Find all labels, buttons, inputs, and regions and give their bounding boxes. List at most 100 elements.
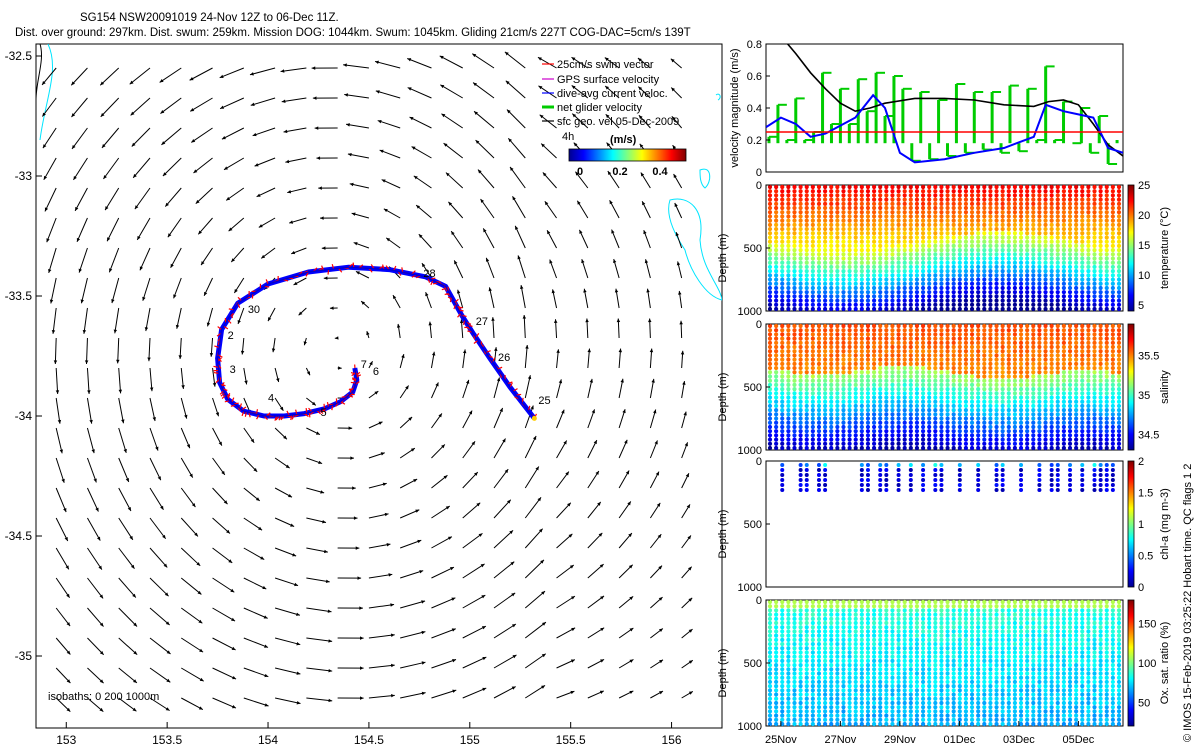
geo-arrow-300 bbox=[243, 487, 261, 502]
geo-arrow-359 bbox=[118, 577, 137, 598]
swim-vector-125 bbox=[220, 392, 226, 397]
salinity-section-ytick-label-1: 500 bbox=[744, 382, 762, 394]
geo-arrow-282 bbox=[337, 456, 354, 460]
geo-arrow-417 bbox=[618, 627, 634, 639]
swim-vector-115 bbox=[213, 365, 219, 368]
swim-vector-101 bbox=[227, 319, 232, 324]
day-label-7: 4 bbox=[268, 393, 274, 405]
geo-arrow-458 bbox=[587, 690, 605, 699]
swim-vector-134 bbox=[239, 403, 243, 409]
geo-arrow-133 bbox=[260, 247, 276, 259]
swim-vector-61 bbox=[401, 267, 404, 273]
map-ytick-label-0: -32.5 bbox=[5, 49, 33, 63]
map-xtick-label-3: 154.5 bbox=[354, 733, 384, 747]
swim-vector-196 bbox=[350, 371, 356, 375]
geo-arrow-73 bbox=[347, 152, 370, 159]
geo-arrow-75 bbox=[411, 146, 432, 159]
geo-arrow-378 bbox=[55, 607, 71, 627]
geo-arrow-218 bbox=[305, 367, 311, 376]
temperature-section-ylabel: Depth (m) bbox=[717, 234, 729, 283]
geo-arrow-429 bbox=[337, 666, 364, 670]
geo-arrow-312 bbox=[618, 470, 630, 489]
geo-arrow-280 bbox=[274, 457, 290, 469]
geo-arrow-52 bbox=[345, 123, 369, 129]
geo-arrow-376 bbox=[650, 565, 663, 579]
map-ytick-label-4: -34.5 bbox=[5, 529, 33, 543]
geo-arrow-113 bbox=[289, 217, 307, 224]
geo-arrow-381 bbox=[149, 607, 170, 626]
geo-arrow-108 bbox=[136, 217, 151, 241]
geo-arrow-275 bbox=[118, 457, 130, 483]
salinity-section-profiles bbox=[767, 323, 1123, 451]
date-tick-label-0: 25Nov bbox=[765, 734, 797, 746]
date-tick-label-3: 01Dec bbox=[943, 734, 975, 746]
swim-vector-22 bbox=[473, 339, 479, 344]
day-label-9: 6 bbox=[373, 366, 379, 378]
geo-arrow-99 bbox=[509, 166, 526, 189]
geo-arrow-14 bbox=[472, 53, 495, 69]
legend-colorbar-tick-1: 0.2 bbox=[612, 166, 627, 178]
geo-arrow-44 bbox=[101, 127, 120, 149]
swim-vector-68 bbox=[368, 268, 373, 273]
geo-arrow-324 bbox=[337, 516, 358, 520]
geo-arrow-285 bbox=[431, 444, 446, 459]
geo-arrow-392 bbox=[493, 592, 516, 609]
geo-arrow-19 bbox=[637, 57, 651, 69]
geo-arrow-132 bbox=[230, 247, 245, 263]
geo-arrow-70 bbox=[254, 157, 276, 167]
geo-arrow-450 bbox=[337, 696, 364, 700]
geo-arrow-323 bbox=[306, 517, 327, 524]
geo-arrow-449 bbox=[306, 697, 333, 703]
swim-vector-95 bbox=[237, 296, 242, 302]
swim-vector-9 bbox=[507, 381, 513, 385]
geo-arrow-51 bbox=[314, 126, 338, 130]
geo-arrow-422 bbox=[118, 667, 138, 684]
geo-arrow-177 bbox=[329, 306, 338, 310]
swim-vector-98 bbox=[228, 308, 234, 311]
geo-arrow-452 bbox=[400, 691, 426, 699]
geo-arrow-109 bbox=[167, 217, 182, 238]
geo-arrow-434 bbox=[493, 654, 517, 669]
geo-arrow-453 bbox=[431, 689, 457, 699]
day-label-3: 28 bbox=[423, 268, 435, 280]
geo-arrow-172 bbox=[175, 307, 182, 329]
geo-arrow-148 bbox=[80, 277, 88, 304]
swim-vector-71 bbox=[352, 262, 355, 268]
geo-arrow-56 bbox=[473, 110, 495, 129]
geo-arrow-382 bbox=[180, 607, 203, 624]
geo-arrow-233 bbox=[118, 397, 125, 424]
swim-vector-96 bbox=[237, 302, 241, 309]
geo-arrow-129 bbox=[139, 247, 151, 271]
geo-arrow-207 bbox=[616, 318, 621, 339]
geo-arrow-53 bbox=[377, 120, 401, 129]
date-axis: 25Nov 27Nov 29Nov 01Dec 03Dec 05Dec bbox=[765, 721, 1095, 746]
geo-arrow-63 bbox=[43, 157, 57, 181]
geo-arrow-326 bbox=[399, 509, 420, 519]
geo-arrow-247 bbox=[556, 379, 563, 399]
geo-arrow-88 bbox=[164, 187, 182, 207]
geo-arrow-76 bbox=[443, 142, 464, 159]
geo-arrow-228 bbox=[618, 348, 623, 369]
geo-arrow-377 bbox=[681, 566, 693, 579]
chlorophyll-section-cbar-tick-3: 1.5 bbox=[1138, 488, 1153, 500]
geo-arrow-85 bbox=[74, 187, 88, 212]
geo-arrow-264 bbox=[431, 413, 443, 429]
geo-arrow-332 bbox=[587, 501, 602, 519]
geo-arrow-451 bbox=[368, 693, 395, 699]
geo-arrow-225 bbox=[524, 344, 529, 369]
geo-arrow-307 bbox=[462, 471, 479, 489]
legend-geo: sfc geo. vel 05-Dec-2009 bbox=[557, 116, 679, 128]
swim-vector-129 bbox=[224, 400, 230, 403]
geo-arrow-34 bbox=[440, 84, 463, 99]
geo-arrow-156 bbox=[323, 276, 338, 280]
velocity-y-axis: 0 0.2 0.4 0.6 0.8 bbox=[747, 39, 770, 179]
geo-arrow-35 bbox=[472, 82, 495, 99]
geo-arrow-78 bbox=[507, 137, 526, 159]
velocity-frame bbox=[765, 43, 1124, 173]
geo-arrow-120 bbox=[512, 196, 526, 219]
geo-arrow-180 bbox=[425, 292, 432, 309]
swim-vector-141 bbox=[255, 409, 259, 415]
geo-arrow-253 bbox=[86, 427, 95, 454]
geo-arrow-0 bbox=[41, 67, 57, 86]
geo-arrow-293 bbox=[681, 442, 689, 459]
